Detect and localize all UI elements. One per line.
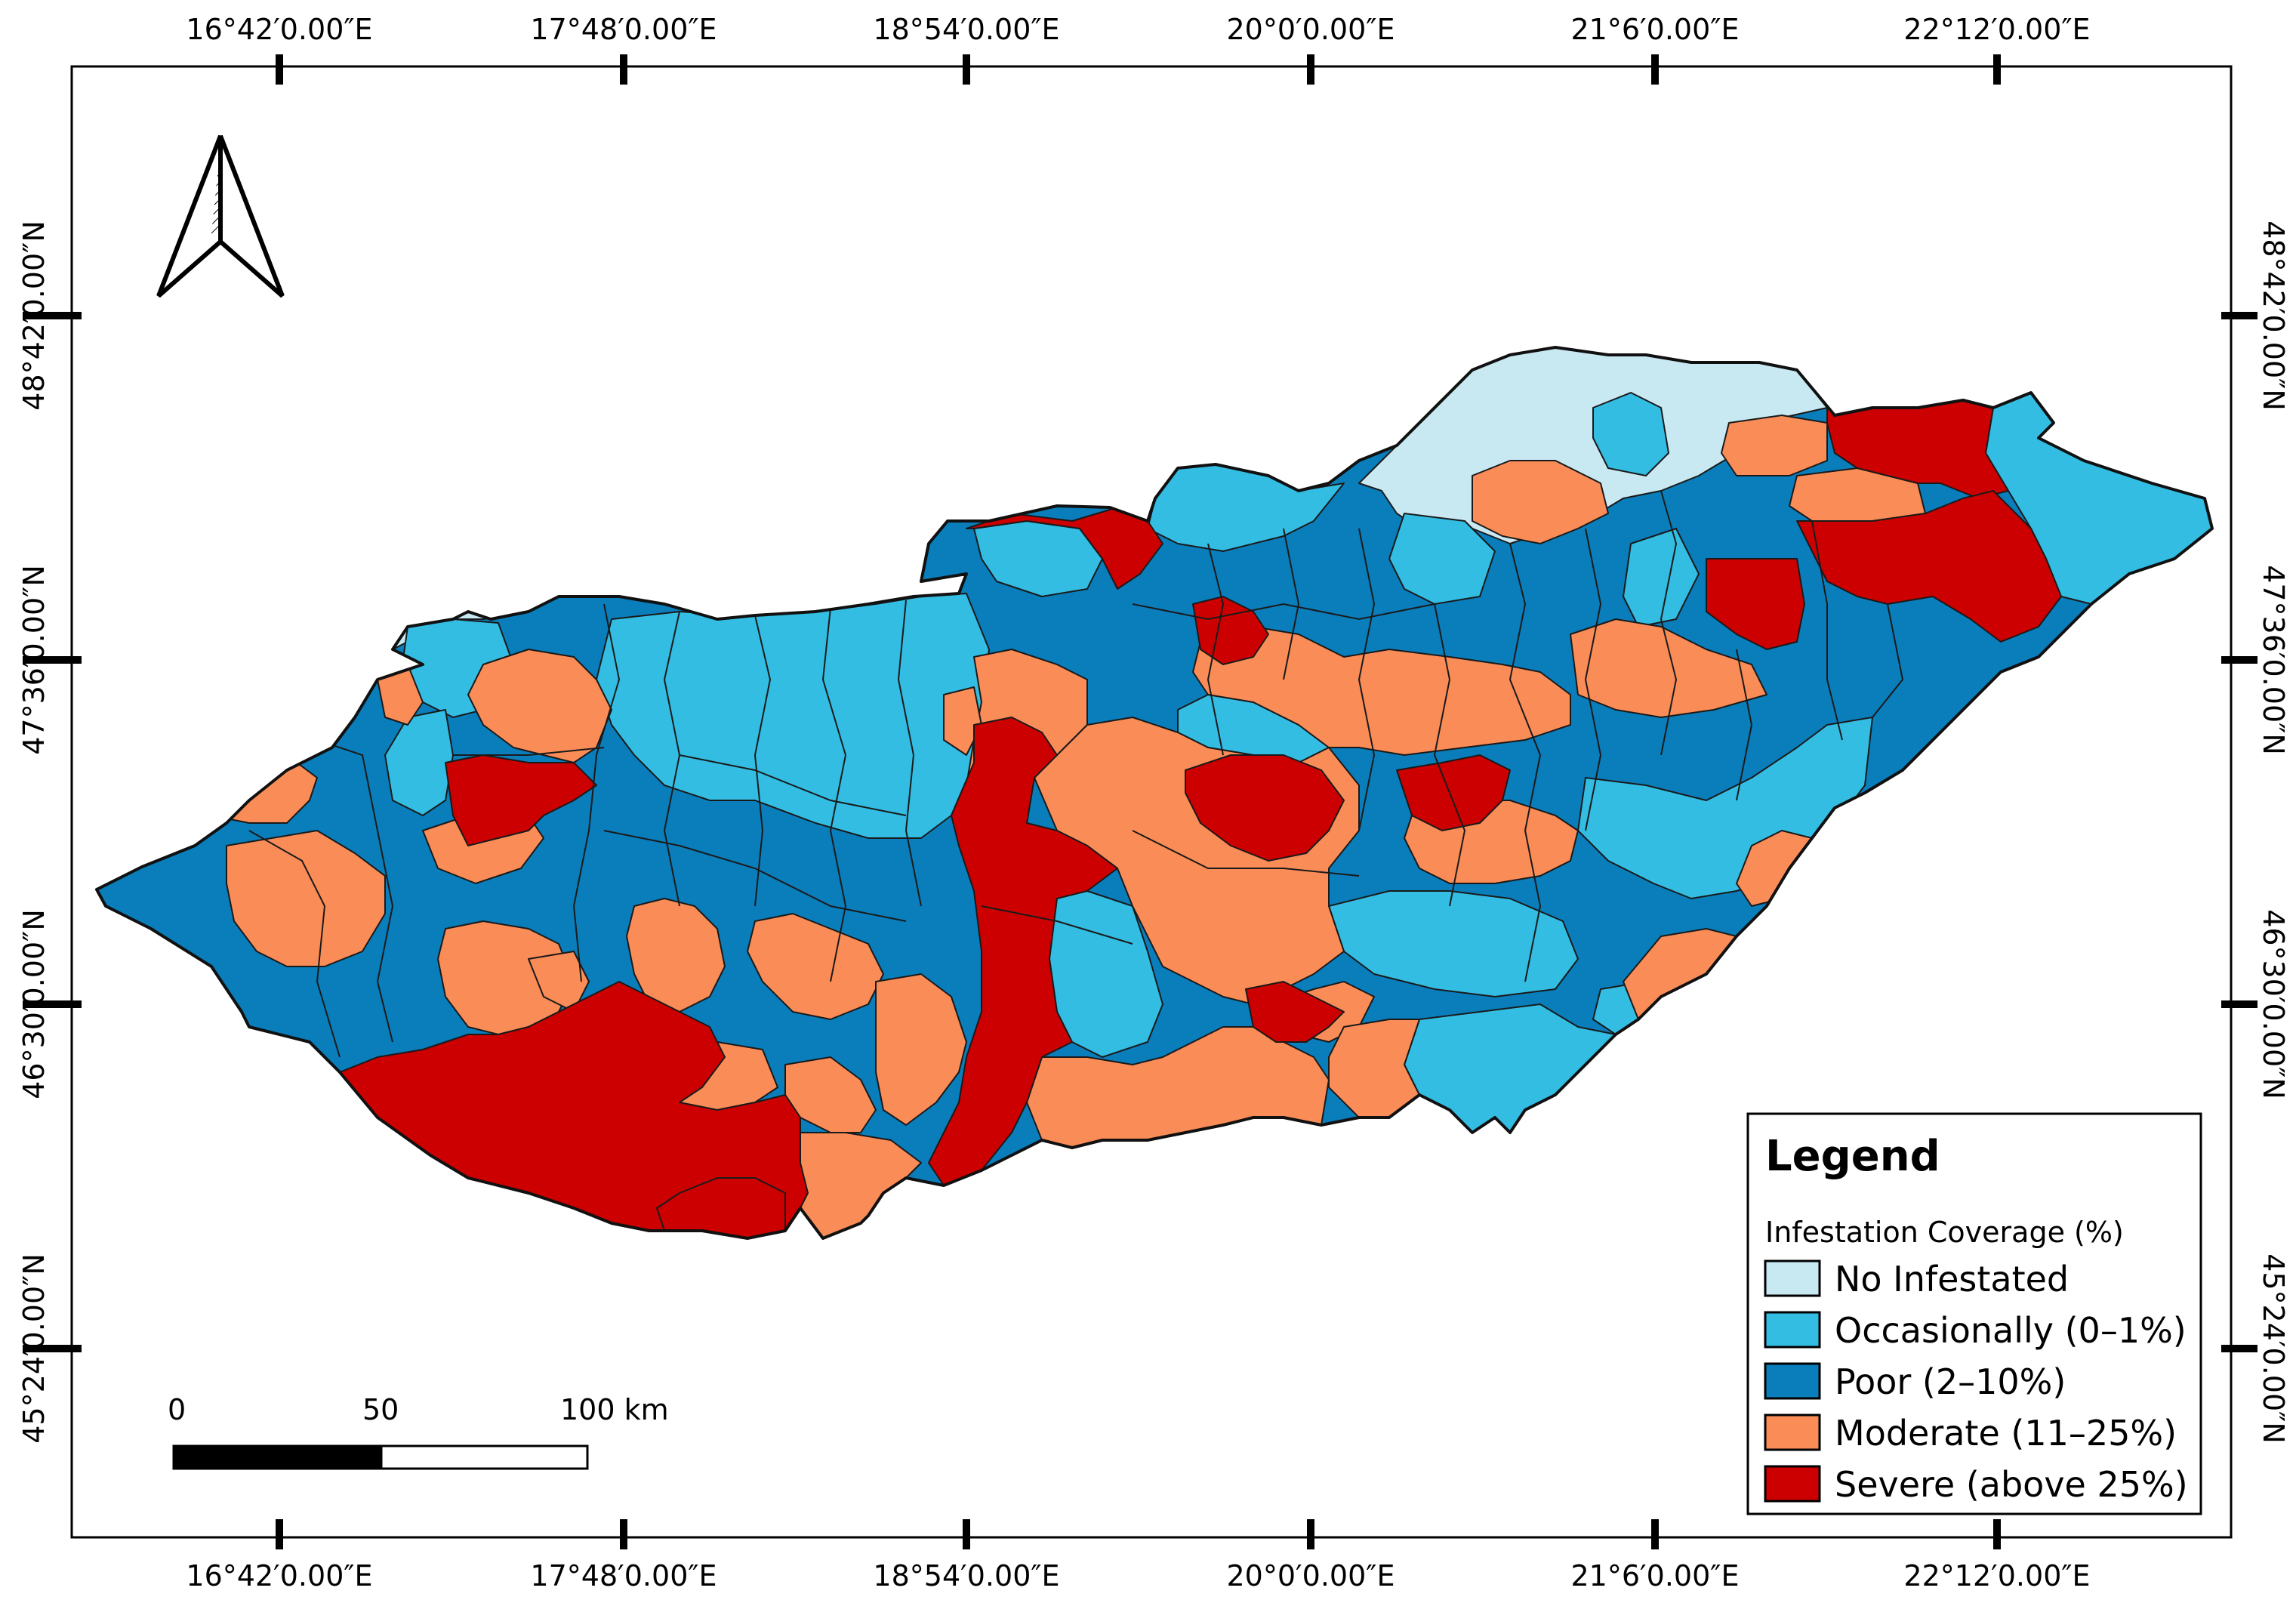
legend-title: Legend <box>1765 1132 1940 1181</box>
district-occasionally <box>384 709 454 816</box>
district-boundary <box>754 615 772 907</box>
legend-label-no-infestation: No Infestated <box>1835 1259 2069 1299</box>
country-regions <box>95 346 2214 1240</box>
lat-label-right: 46°30′0.00″N <box>2257 909 2290 1099</box>
district-severe <box>445 754 597 846</box>
district-moderate <box>1721 415 1828 476</box>
district-severe <box>966 507 1163 590</box>
district-boundary <box>1736 649 1753 801</box>
district-severe <box>1706 558 1805 650</box>
district-boundary <box>603 830 907 922</box>
district-boundary <box>1358 528 1376 831</box>
district-boundary <box>1660 490 1678 756</box>
lon-label-bottom: 22°12′0.00″E <box>1903 1559 2090 1592</box>
district-moderate <box>1472 460 1609 544</box>
lon-label-top: 21°6′0.00″E <box>1571 13 1740 46</box>
lon-label-top: 20°0′0.00″E <box>1227 13 1395 46</box>
legend-swatch-poor <box>1764 1362 1821 1400</box>
district-boundary <box>1584 528 1602 831</box>
district-severe <box>1192 596 1269 665</box>
scale-bar-segment-white <box>380 1444 589 1470</box>
district-boundary <box>572 603 621 982</box>
district-moderate <box>467 649 612 763</box>
district-occasionally <box>1623 528 1700 627</box>
district-severe <box>928 717 1118 1186</box>
legend-box <box>1746 1112 2202 1515</box>
district-moderate <box>1570 618 1767 718</box>
legend-label-moderate: Moderate (11–25%) <box>1835 1413 2177 1454</box>
lat-label-left: 48°42′0.00″N <box>17 220 51 411</box>
district-boundary <box>897 600 922 907</box>
lat-label-left: 45°24′0.00″N <box>17 1253 51 1444</box>
scale-label-50: 50 <box>362 1393 399 1426</box>
district-moderate <box>875 973 967 1126</box>
lat-label-right: 47°36′0.00″N <box>2257 565 2290 755</box>
district-boundary <box>679 754 907 816</box>
district-boundary <box>1132 603 1435 621</box>
lon-label-bottom: 21°6′0.00″E <box>1571 1559 1740 1592</box>
lon-label-top: 22°12′0.00″E <box>1903 13 2090 46</box>
lon-label-top: 18°54′0.00″E <box>873 13 1059 46</box>
district-occasionally <box>1328 890 1579 997</box>
district-boundary <box>248 830 341 1058</box>
district-severe <box>1185 754 1345 862</box>
lat-label-right: 45°24′0.00″N <box>2257 1253 2290 1444</box>
lon-label-bottom: 18°54′0.00″E <box>873 1559 1059 1592</box>
district-boundary <box>1509 543 1542 982</box>
lon-label-bottom: 20°0′0.00″E <box>1227 1559 1395 1592</box>
district-moderate <box>626 898 726 1013</box>
legend-label-severe: Severe (above 25%) <box>1835 1464 2188 1505</box>
north-arrow-icon <box>156 134 285 298</box>
district-severe <box>1245 981 1345 1043</box>
district-moderate <box>747 913 884 1020</box>
district-boundary <box>981 905 1133 945</box>
legend-subtitle: Infestation Coverage (%) <box>1765 1216 2124 1249</box>
district-severe <box>1796 490 2062 643</box>
graticule: 16°42′0.00″E 16°42′0.00″E 17°48′0.00″E 17°4… <box>17 13 2290 1592</box>
district-boundary <box>1132 830 1360 877</box>
district-severe <box>1396 754 1511 831</box>
district-occasionally <box>1388 513 1496 605</box>
scale-label-0: 0 <box>168 1393 186 1426</box>
legend-swatch-occasionally <box>1764 1311 1821 1349</box>
district-moderate <box>226 830 386 967</box>
lon-label-bottom: 16°42′0.00″E <box>186 1559 372 1592</box>
lon-label-top: 17°48′0.00″E <box>530 13 717 46</box>
lat-label-left: 46°30′0.00″N <box>17 909 51 1099</box>
legend-swatch-severe <box>1764 1465 1821 1503</box>
district-boundary <box>316 739 394 1043</box>
scale-label-100km: 100 km <box>560 1393 669 1426</box>
scale-bar: 0 50 100 km <box>168 1393 669 1470</box>
scale-bar-segment-black <box>172 1444 383 1470</box>
lon-label-bottom: 17°48′0.00″E <box>530 1559 717 1592</box>
district-boundary <box>1207 543 1225 756</box>
legend-label-occasionally: Occasionally (0–1%) <box>1835 1310 2187 1351</box>
district-boundary <box>1433 603 1466 907</box>
district-boundary <box>1283 528 1300 680</box>
district-boundary <box>453 747 605 756</box>
district-boundary <box>1872 603 1904 718</box>
lat-label-right: 48°42′0.00″N <box>2257 220 2290 411</box>
legend: Legend Infestation Coverage (%) No Infes… <box>1746 1112 2202 1515</box>
district-boundary <box>821 607 847 982</box>
legend-label-poor: Poor (2–10%) <box>1835 1361 2066 1402</box>
legend-swatch-no-infestation <box>1764 1259 1821 1297</box>
district-boundary <box>1811 520 1843 741</box>
legend-swatch-moderate <box>1764 1413 1821 1451</box>
district-moderate <box>528 951 590 1013</box>
district-occasionally <box>1592 392 1669 476</box>
country-outline <box>95 346 2214 1240</box>
lon-label-top: 16°42′0.00″E <box>186 13 372 46</box>
lat-label-left: 47°36′0.00″N <box>17 565 51 755</box>
